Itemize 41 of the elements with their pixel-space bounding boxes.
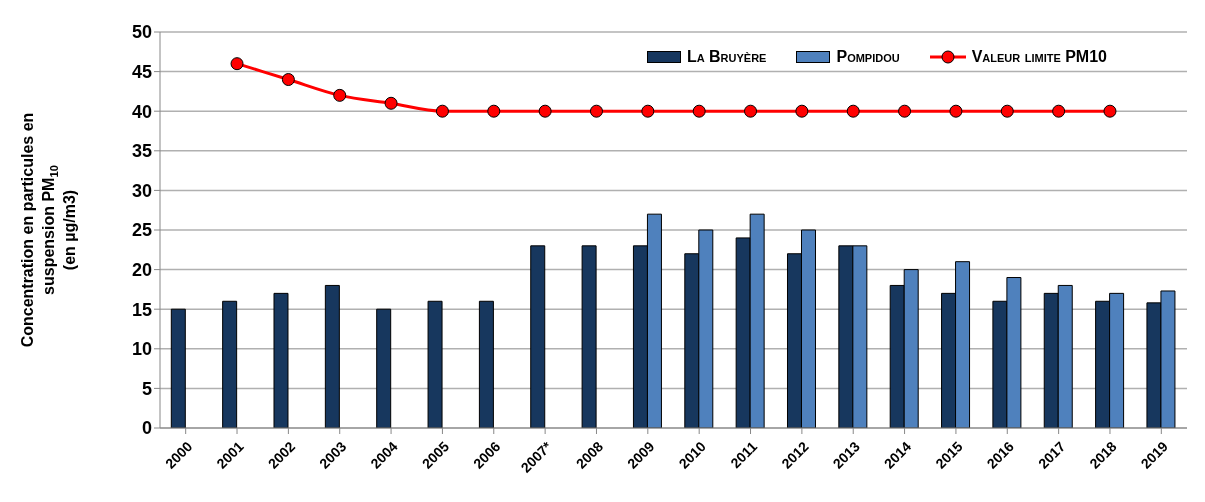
y-tick-label: 45 <box>131 61 152 82</box>
bar <box>581 245 597 428</box>
y-tick-label: 40 <box>131 101 152 122</box>
bar <box>478 300 494 428</box>
bar <box>273 292 289 428</box>
bar <box>427 300 443 428</box>
y-tick-label: 10 <box>131 339 152 360</box>
point <box>898 104 912 118</box>
point <box>641 104 655 118</box>
legend-label: La Bruyère <box>686 48 767 66</box>
point <box>230 57 244 71</box>
point <box>1103 104 1117 118</box>
y-tick-label: 30 <box>131 180 152 201</box>
point <box>435 104 449 118</box>
point <box>281 73 295 87</box>
y-tick-label: 25 <box>131 220 152 241</box>
bar <box>376 308 392 428</box>
y-tick-label: 50 <box>131 22 152 43</box>
point <box>487 104 501 118</box>
point <box>384 96 398 110</box>
y-tick-label: 5 <box>141 378 152 399</box>
y-tick-label: 35 <box>131 141 152 162</box>
point <box>538 104 552 118</box>
legend-label: Pompidou <box>836 48 900 66</box>
point <box>795 104 809 118</box>
point <box>1000 104 1014 118</box>
point <box>333 88 347 102</box>
bar <box>324 284 340 428</box>
legend-label: Valeur limite PM10 <box>971 48 1107 66</box>
point <box>1052 104 1066 118</box>
point <box>589 104 603 118</box>
y-tick-label: 20 <box>131 259 152 280</box>
point <box>692 104 706 118</box>
point <box>949 104 963 118</box>
bar <box>222 300 238 428</box>
point <box>744 104 758 118</box>
bar <box>530 245 546 428</box>
y-tick-label: 15 <box>131 299 152 320</box>
point <box>846 104 860 118</box>
bar <box>170 308 186 428</box>
y-tick-label: 0 <box>141 418 152 439</box>
